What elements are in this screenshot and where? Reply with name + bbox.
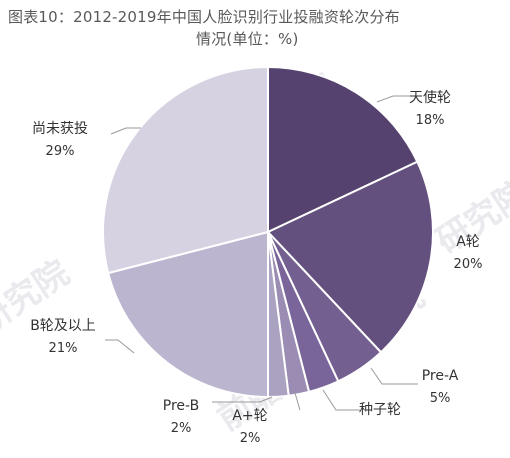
pie-slice [106, 230, 269, 399]
slice-label: Pre-B [163, 398, 199, 414]
slice-label: 天使轮 [409, 89, 451, 106]
slice-label: A轮 [456, 234, 480, 250]
slice-value-label: 5% [430, 391, 451, 406]
leader-line [322, 389, 360, 411]
pie-slice [266, 160, 434, 354]
leader-line [105, 339, 135, 354]
slice-value-label: 20% [454, 257, 483, 272]
pie-slice [102, 65, 269, 275]
slice-label: B轮及以上 [30, 318, 96, 334]
slice-label: Pre-A [422, 368, 459, 384]
slice-value-label: 2% [240, 431, 261, 446]
leader-line [376, 95, 420, 103]
leader-line [110, 127, 141, 135]
pie-slice [267, 65, 419, 234]
slice-label: 尚未获投 [32, 121, 88, 137]
leader-line [212, 396, 273, 403]
slice-value-label: 18% [416, 113, 445, 128]
leader-line [370, 367, 418, 385]
slice-value-label: 29% [46, 144, 75, 159]
slice-value-label: 2% [171, 421, 192, 436]
slice-label: 种子轮 [359, 402, 401, 418]
chart-title: 图表10：2012-2019年中国人脸识别行业投融资轮次分布 [8, 8, 400, 26]
slice-value-label: 21% [49, 341, 78, 356]
slice-label: A+轮 [232, 408, 267, 424]
chart-subtitle: 情况(单位：%) [196, 30, 299, 48]
leader-line [294, 392, 301, 411]
